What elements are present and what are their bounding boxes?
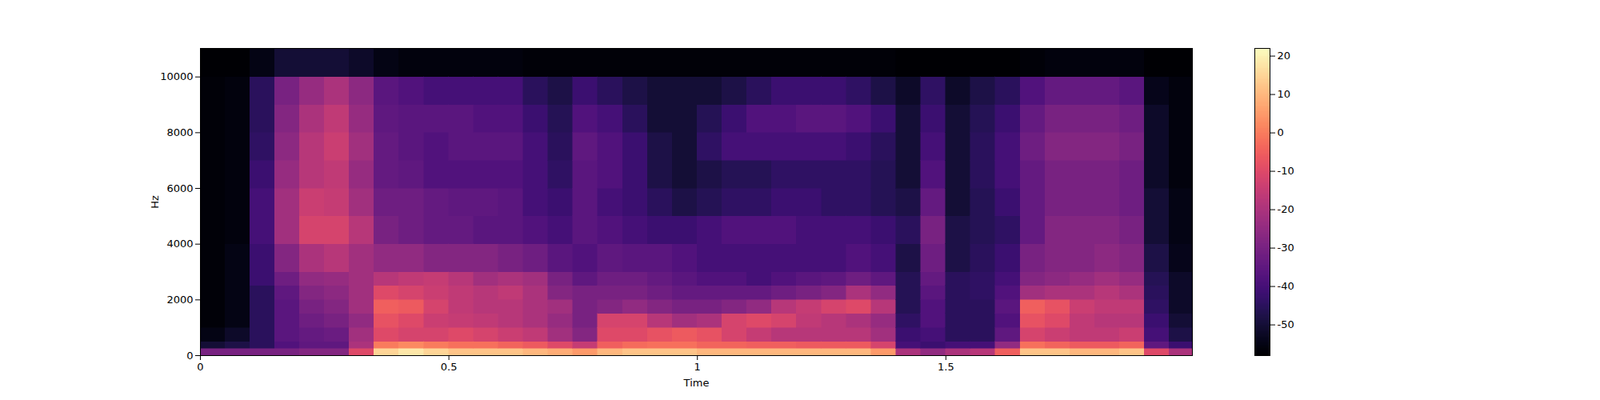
svg-text:-50: -50 — [1277, 318, 1295, 331]
svg-text:-40: -40 — [1277, 280, 1295, 292]
svg-text:6000: 6000 — [166, 182, 193, 195]
svg-text:10: 10 — [1277, 88, 1292, 100]
svg-text:1.5: 1.5 — [937, 360, 955, 373]
svg-text:-10: -10 — [1277, 164, 1295, 177]
svg-text:Hz: Hz — [148, 195, 161, 209]
svg-text:0: 0 — [1277, 126, 1284, 139]
svg-text:0.5: 0.5 — [440, 360, 458, 373]
svg-text:8000: 8000 — [166, 126, 193, 139]
svg-text:0: 0 — [196, 360, 204, 373]
svg-text:4000: 4000 — [166, 237, 193, 250]
svg-text:2000: 2000 — [166, 293, 193, 306]
svg-text:-30: -30 — [1277, 241, 1295, 254]
svg-text:0: 0 — [186, 349, 193, 362]
svg-text:1: 1 — [694, 360, 701, 373]
svg-text:10000: 10000 — [160, 70, 193, 83]
svg-text:-20: -20 — [1277, 203, 1295, 216]
svg-text:Time: Time — [683, 376, 710, 389]
svg-text:20: 20 — [1277, 49, 1292, 62]
